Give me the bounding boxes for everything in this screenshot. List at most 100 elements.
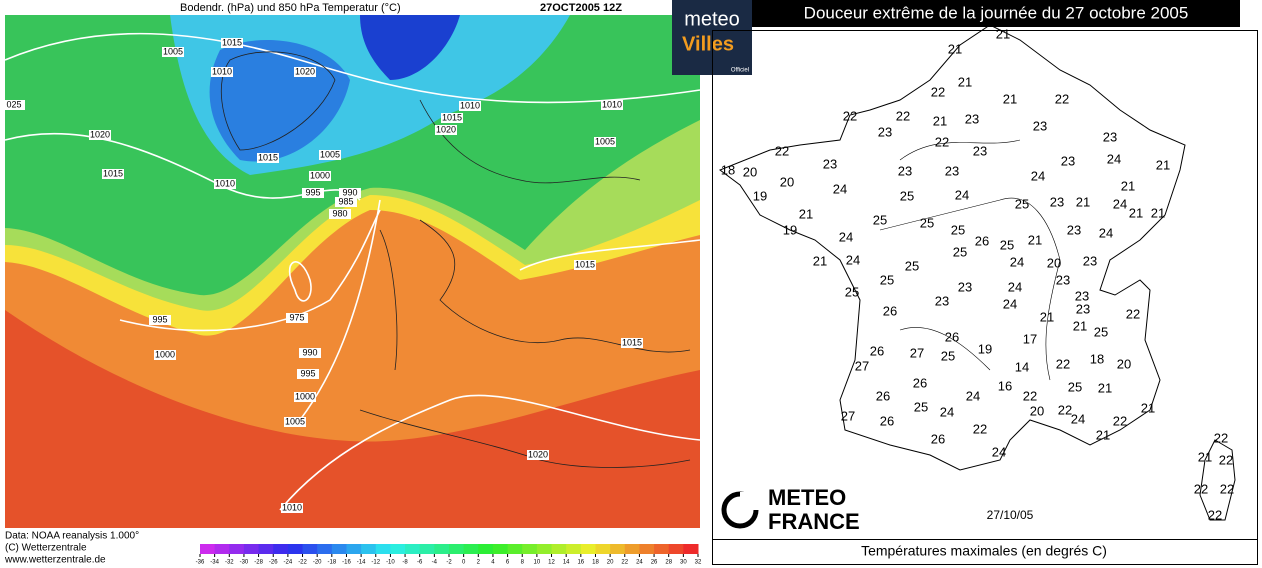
colorbar-tick-label: 30 xyxy=(680,560,687,566)
temperature: 21 xyxy=(1129,205,1143,220)
colorbar-cell xyxy=(273,544,289,554)
isobar-label-bg xyxy=(281,503,303,513)
isobar-label-bg xyxy=(435,125,457,135)
temperature: 21 xyxy=(1040,309,1054,324)
isobar-label-bg xyxy=(299,348,321,358)
frame xyxy=(712,30,1258,540)
colorbar-cell xyxy=(551,544,567,554)
temperature: 26 xyxy=(876,388,890,403)
colorbar-cell xyxy=(536,544,553,554)
temperature: 24 xyxy=(1113,196,1127,211)
isobar-label-bg xyxy=(574,260,596,270)
isobar-label-bg xyxy=(3,100,25,110)
isobar-label-bg xyxy=(302,188,324,198)
temperature: 25 xyxy=(941,348,955,363)
isobar-label: 980 xyxy=(332,208,347,218)
colorbar-tick-label: 0 xyxy=(462,560,466,566)
title-box xyxy=(752,0,1240,27)
colorbar-cell xyxy=(654,544,670,554)
logo-mark xyxy=(740,492,760,510)
footer-line: www.wetterzentrale.de xyxy=(4,555,106,566)
isobar-label-bg xyxy=(284,417,306,427)
colorbar-tick-label: 20 xyxy=(607,560,614,566)
colorbar-cell xyxy=(302,544,318,554)
isobar-label: 1015 xyxy=(575,259,595,269)
colorbar-tick-label: 2 xyxy=(477,560,481,566)
temperature: 24 xyxy=(1071,411,1085,426)
isobar-label-bg xyxy=(594,137,616,147)
isobar-label-bg xyxy=(294,392,316,402)
colorbar-tick-label: 14 xyxy=(563,560,570,566)
temperature: 23 xyxy=(1056,272,1070,287)
temperature: 21 xyxy=(1156,157,1170,172)
isobar-label-bg xyxy=(257,153,279,163)
temperature: 22 xyxy=(1214,430,1228,445)
temperature: 24 xyxy=(1010,254,1024,269)
isobar-label: 1005 xyxy=(285,416,305,426)
colorbar-tick-label: -18 xyxy=(327,560,336,566)
colorbar-cell xyxy=(214,544,230,554)
colorbar-cell xyxy=(243,544,260,554)
temperature: 23 xyxy=(1083,253,1097,268)
temperature: 24 xyxy=(940,404,954,419)
temperature: 21 xyxy=(958,74,972,89)
temperature: 21 xyxy=(1076,194,1090,209)
colorbar-cell xyxy=(522,544,538,554)
colorbar-tick-label: 24 xyxy=(636,560,643,566)
title: Douceur extrême de la journée du 27 octo… xyxy=(804,3,1189,22)
temperature: 23 xyxy=(973,143,987,158)
colorbar-tick-label: -14 xyxy=(357,560,366,566)
isobar-label-bg xyxy=(309,171,331,181)
colorbar-cell xyxy=(346,544,362,554)
temperature: 20 xyxy=(743,164,757,179)
temperature: 19 xyxy=(978,341,992,356)
temperature: 22 xyxy=(896,108,910,123)
weather-map: Bodendr. (hPa) und 850 hPa Temperatur (°… xyxy=(3,2,702,566)
isobar-label: 990 xyxy=(342,187,357,197)
temperature: 21 xyxy=(799,206,813,221)
brand: FRANCE xyxy=(768,509,860,534)
temperature: 23 xyxy=(1076,301,1090,316)
temperature: 21 xyxy=(813,253,827,268)
isobar-label: 985 xyxy=(338,196,353,206)
colorbar-cell xyxy=(507,544,523,554)
temperature: 26 xyxy=(975,233,989,248)
temperature: 22 xyxy=(1023,388,1037,403)
temperature: 21 xyxy=(1073,318,1087,333)
temperature: 21 xyxy=(1151,205,1165,220)
temperature: 23 xyxy=(935,293,949,308)
isobar-label: 995 xyxy=(300,368,315,378)
logo-text: meteo xyxy=(684,8,740,30)
isobar-label: 990 xyxy=(302,347,317,357)
temperature: 23 xyxy=(1103,129,1117,144)
colorbar-tick-label: 22 xyxy=(621,560,628,566)
temperature: 23 xyxy=(878,124,892,139)
temperature: 24 xyxy=(1008,279,1022,294)
temperature: 21 xyxy=(996,26,1010,41)
temperature: 22 xyxy=(935,134,949,149)
footer-line: Data: NOAA reanalysis 1.000° xyxy=(5,531,139,542)
colorbar-tick-label: -26 xyxy=(269,560,278,566)
isobar-label: 995 xyxy=(305,187,320,197)
colorbar-tick-label: -30 xyxy=(240,560,249,566)
isobar-label-bg xyxy=(294,67,316,77)
temperature: 23 xyxy=(1075,288,1089,303)
isobar-label: 975 xyxy=(289,312,304,322)
isobar-label: 1015 xyxy=(103,168,123,178)
temperature: 25 xyxy=(1015,196,1029,211)
isobar-label: 1020 xyxy=(436,124,456,134)
temperature: 24 xyxy=(1099,225,1113,240)
isobar-label-bg xyxy=(221,38,243,48)
colorbar-cell xyxy=(200,544,216,554)
temperature: 22 xyxy=(1208,507,1222,522)
colorbar-cell xyxy=(463,544,479,554)
temperature: 25 xyxy=(880,272,894,287)
colorbar-tick-label: -6 xyxy=(417,560,423,566)
meteo-france-logo: METEO FRANCE xyxy=(721,485,860,534)
colorbar-cell xyxy=(449,544,465,554)
isobar-label-bg xyxy=(335,197,357,207)
isobar-label: 1015 xyxy=(222,37,242,47)
temperature: 22 xyxy=(973,421,987,436)
isobar-label: 1020 xyxy=(90,129,110,139)
temperature: 26 xyxy=(870,343,884,358)
